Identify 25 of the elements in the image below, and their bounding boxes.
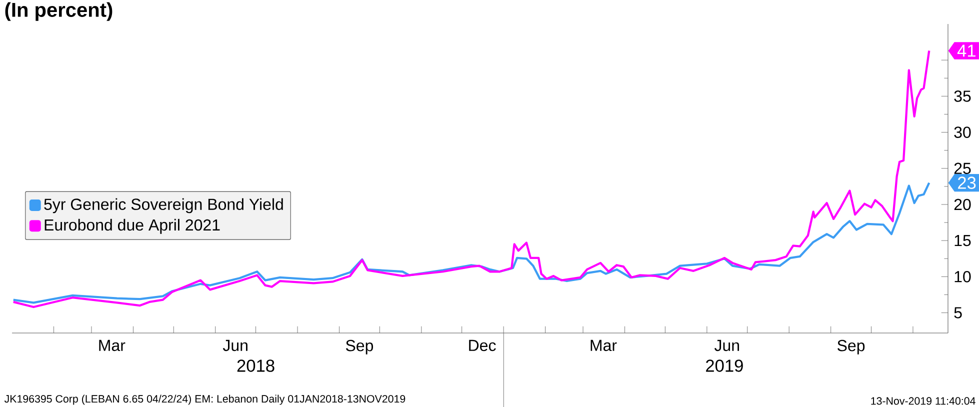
chart-title: (In percent) [5, 2, 112, 21]
x-tick-label: Mar [99, 340, 126, 352]
text: JK196395 Corp (LEBAN 6.65 04/22/24) EM: Lebanon Daily 01JAN2018-13NOV2019 [4, 394, 406, 405]
x-tick-label: Sep [838, 340, 865, 354]
legend-label: Eurobond due April 2021 [44, 218, 220, 234]
annotation: 41 [957, 44, 976, 57]
x2-tick-label: 2019 [706, 360, 743, 372]
y-tick-label: 15 [954, 235, 971, 246]
legend-label: 5yr Generic Sovereign Bond Yield [44, 198, 283, 214]
y-tick-label: 30 [954, 126, 971, 138]
y-tick-label: 10 [954, 271, 971, 282]
y-tick-label: 20 [954, 198, 971, 210]
x-tick-label: Sep [346, 340, 374, 354]
x-tick-label: Dec [469, 340, 496, 352]
x-tick-label: Mar [590, 340, 617, 352]
text: 13-Nov-2019 11:40:04 [871, 397, 976, 405]
line-series [12, 50, 930, 308]
x-tick-label: Jun [222, 340, 248, 352]
line-series [12, 182, 930, 304]
annotation: 23 [958, 176, 976, 189]
x-tick-label: Jun [714, 340, 739, 352]
y-tick-label: 35 [954, 90, 971, 102]
x2-tick-label: 2018 [237, 360, 274, 372]
y-tick-label: 25 [954, 162, 971, 174]
y-tick-label: 5 [954, 307, 962, 318]
